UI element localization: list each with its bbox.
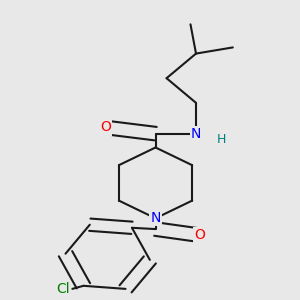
Text: N: N (191, 127, 201, 141)
Text: O: O (100, 121, 111, 134)
Text: O: O (194, 228, 205, 242)
Text: Cl: Cl (56, 282, 70, 296)
Text: H: H (217, 133, 226, 146)
Text: N: N (150, 211, 161, 225)
